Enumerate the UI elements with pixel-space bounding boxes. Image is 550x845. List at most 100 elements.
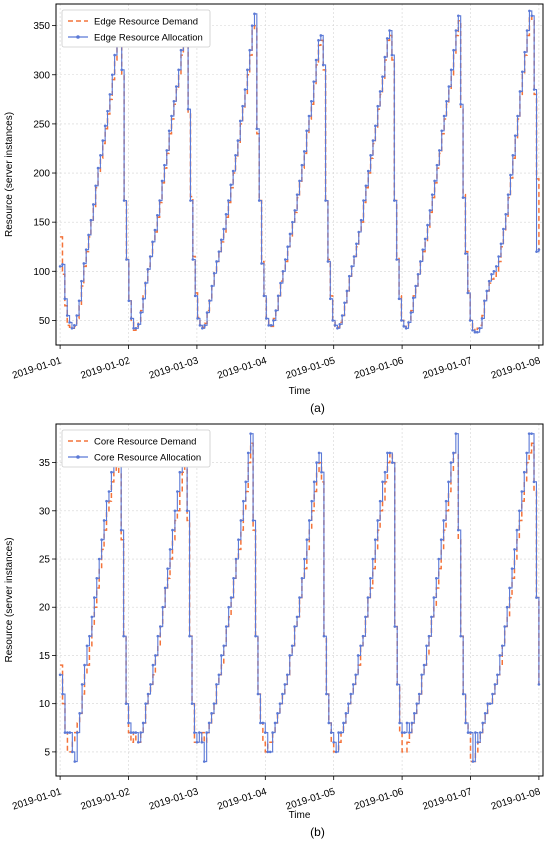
allocation-point [481,721,485,725]
allocation-point [200,740,204,744]
y-tick-label: 200 [33,169,50,180]
allocation-point [271,731,274,734]
allocation-point [322,634,326,638]
allocation-point [525,29,529,32]
x-axis-ticks: 2019-01-01 2019-01-02 2019-01-03 2019-01-04… [11,776,542,813]
panel-label: (b) [310,825,325,839]
allocation-point [167,129,171,133]
allocation-point [68,731,72,734]
allocation-point [404,326,408,330]
allocation-point [430,193,434,196]
allocation-point [506,193,510,196]
allocation-point [248,48,252,52]
allocation-point [124,702,128,705]
allocation-point [376,104,380,108]
allocation-point [438,149,441,152]
allocation-point [65,314,69,317]
panel-label: (a) [310,401,325,415]
allocation-point [432,596,436,599]
allocation-point [491,692,494,696]
allocation-point [419,260,422,263]
allocation-point [312,80,316,83]
allocation-point [407,321,410,324]
allocation-point [502,227,505,231]
allocation-point [195,740,199,744]
allocation-point [105,499,108,503]
allocation-point [445,99,448,103]
legend-allocation-marker [76,455,80,459]
allocation-point [210,712,213,715]
allocation-point [119,528,123,532]
allocation-point [520,490,524,493]
allocation-point [108,93,112,96]
allocation-point [288,654,292,657]
allocation-point [338,323,342,326]
allocation-point [269,324,273,327]
allocation-point [449,461,453,464]
allocation-point [61,263,64,266]
allocation-point [283,683,287,686]
allocation-point [239,519,243,522]
allocation-point [178,470,182,474]
allocation-point [485,289,489,293]
allocation-point [386,451,389,455]
allocation-point [435,577,438,580]
allocation-point [293,625,296,628]
x-tick-label: 2019-01-04 [216,355,268,381]
x-tick-label: 2019-01-04 [216,786,268,812]
allocation-point [352,255,356,258]
allocation-point [266,750,270,754]
allocation-point [415,702,419,705]
y-tick-label: 30 [39,506,51,517]
allocation-point [198,731,201,734]
allocation-point [475,330,479,334]
allocation-point [390,53,394,57]
allocation-point [521,70,524,74]
allocation-point [207,721,211,725]
allocation-point [107,490,111,493]
allocation-point [385,37,389,40]
y-axis-ticks: 50 100 150 200 250 300 350 [33,21,56,327]
allocation-point [437,557,441,561]
x-tick-label: 2019-01-07 [421,786,473,812]
allocation-point [229,183,233,187]
allocation-point [525,451,528,455]
allocation-point [100,538,103,542]
allocation-point [146,692,150,696]
allocation-point [80,279,83,283]
allocation-point [234,154,237,157]
allocation-point [483,299,486,303]
allocation-point [321,63,325,67]
allocation-point [149,683,152,686]
allocation-point [421,248,425,251]
allocation-point [99,154,102,157]
allocation-point [63,731,67,734]
allocation-point [393,199,396,202]
allocation-point [378,499,382,503]
allocation-point [179,48,183,52]
allocation-point [303,557,306,561]
allocation-point [189,199,192,202]
allocation-point [425,644,428,648]
allocation-point [452,48,455,52]
allocation-point [339,731,343,734]
allocation-point [468,319,472,322]
allocation-point [227,605,230,609]
allocation-point [243,88,247,91]
y-tick-label: 100 [33,267,50,278]
allocation-point [505,605,509,609]
allocation-point [331,319,334,322]
allocation-point [139,311,142,314]
allocation-point [78,712,81,715]
allocation-point [447,85,451,88]
allocation-point [155,213,159,217]
allocation-point [224,625,228,628]
allocation-point [295,193,299,196]
demand-series-line [60,15,540,333]
allocation-point [395,258,398,261]
allocation-point [186,107,190,111]
allocation-point [281,270,285,273]
y-tick-label: 20 [39,603,51,614]
